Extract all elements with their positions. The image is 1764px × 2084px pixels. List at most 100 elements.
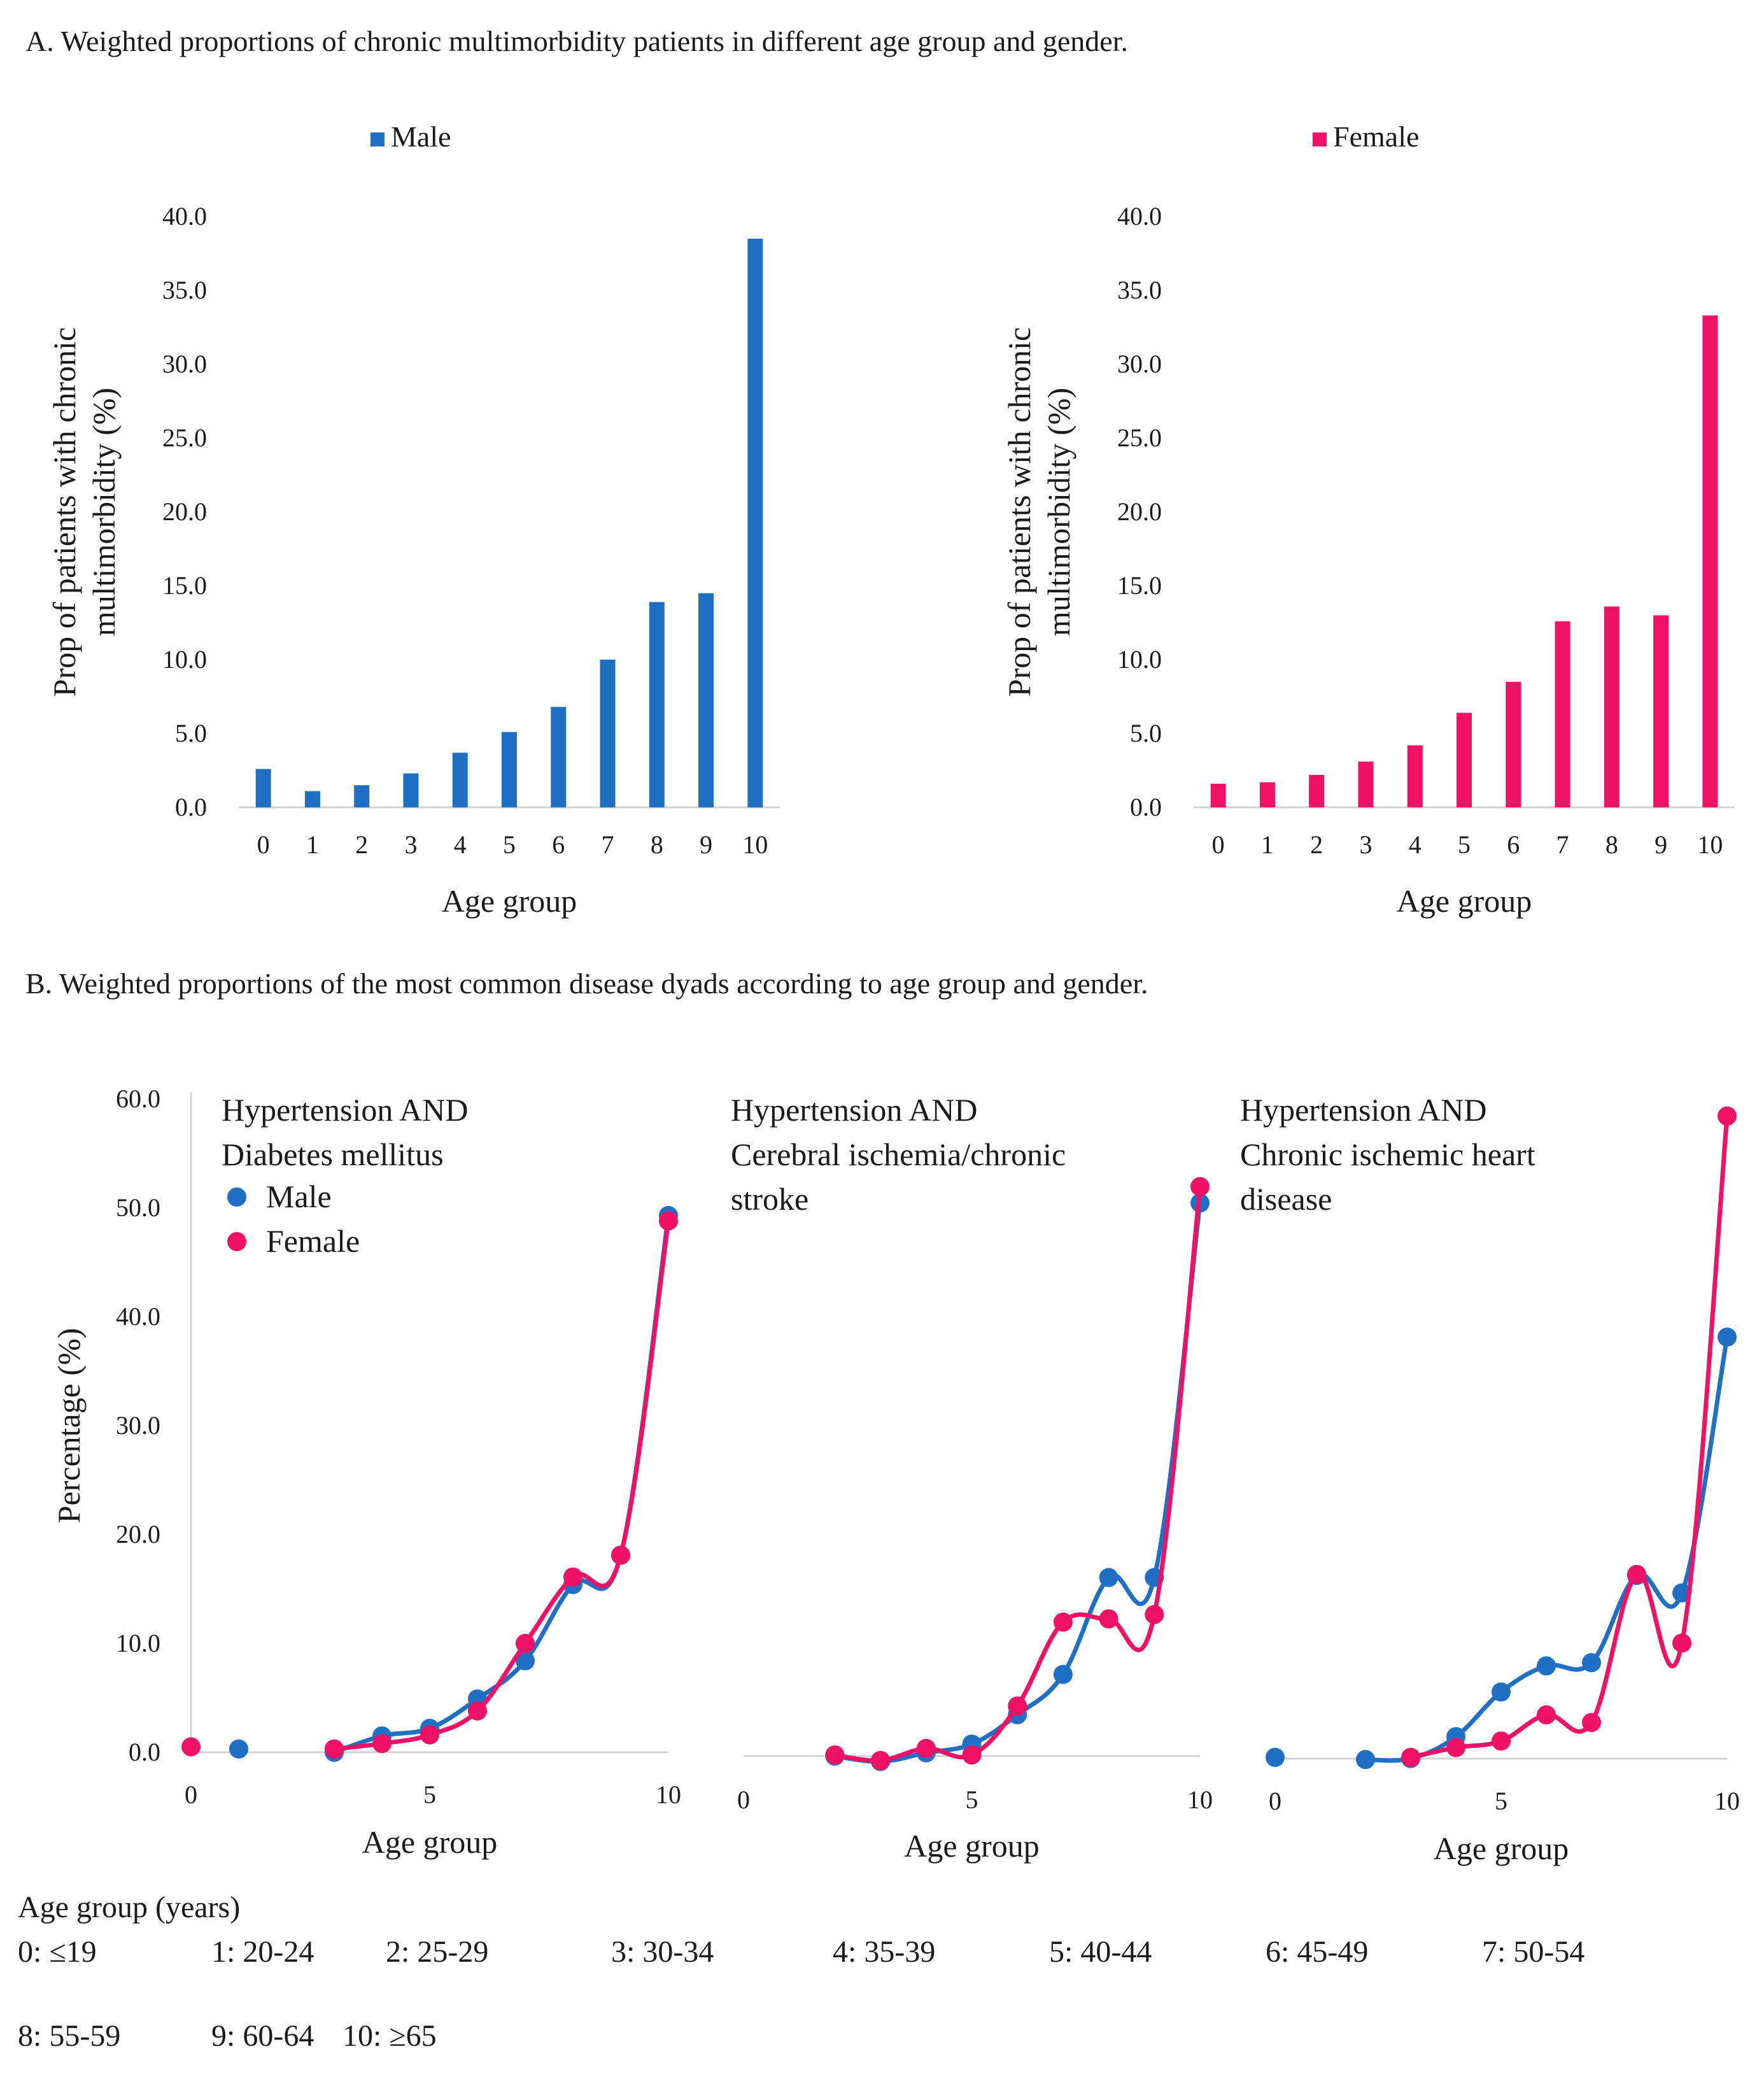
data-point-female bbox=[1401, 1748, 1420, 1767]
y-axis-title: Percentage (%) bbox=[51, 1328, 87, 1524]
legend-swatch bbox=[370, 132, 385, 146]
bar bbox=[1210, 783, 1226, 807]
section-b-title: B. Weighted proportions of the most comm… bbox=[25, 967, 1148, 1000]
series-line-female bbox=[1410, 1116, 1730, 1760]
data-point-female bbox=[1446, 1738, 1465, 1757]
data-point-female bbox=[1672, 1633, 1691, 1653]
x-tick-label: 4 bbox=[454, 830, 467, 859]
data-point-male bbox=[1537, 1656, 1556, 1676]
x-tick-label: 0 bbox=[1212, 830, 1225, 859]
age-group-entry: 9: 60-64 bbox=[211, 2019, 314, 2053]
age-group-entry: 7: 50-54 bbox=[1482, 1935, 1585, 1969]
y-tick-label: 35.0 bbox=[1117, 276, 1162, 304]
series-line-female bbox=[334, 1221, 671, 1752]
data-point-male bbox=[1053, 1664, 1073, 1684]
data-point-female bbox=[372, 1734, 392, 1754]
age-group-entry: 10: ≥65 bbox=[342, 2019, 437, 2053]
bar bbox=[1407, 745, 1423, 807]
y-tick-label: 0.0 bbox=[129, 1738, 160, 1766]
series-line-male bbox=[834, 1202, 1203, 1764]
x-axis-title: Age group bbox=[904, 1828, 1039, 1864]
age-group-entry: 2: 25-29 bbox=[386, 1935, 489, 1969]
y-tick-label: 60.0 bbox=[116, 1084, 160, 1113]
y-tick-label: 5.0 bbox=[175, 719, 207, 748]
y-tick-label: 30.0 bbox=[162, 350, 207, 378]
dyad-title-line: disease bbox=[1240, 1181, 1332, 1217]
y-tick-label: 5.0 bbox=[1130, 719, 1162, 748]
x-tick-label: 1 bbox=[306, 830, 319, 859]
x-tick-label: 2 bbox=[355, 830, 368, 859]
data-point-female bbox=[1627, 1564, 1646, 1584]
data-point-female bbox=[1008, 1696, 1027, 1716]
series-line-male bbox=[333, 1215, 671, 1755]
x-tick-label: 8 bbox=[1605, 830, 1618, 859]
bar bbox=[747, 238, 763, 807]
x-tick-label: 8 bbox=[651, 830, 663, 859]
y-tick-label: 20.0 bbox=[162, 497, 207, 526]
x-tick-label: 10 bbox=[656, 1780, 681, 1809]
x-axis-title: Age group bbox=[442, 883, 577, 919]
data-point-female bbox=[1492, 1731, 1511, 1751]
bar bbox=[698, 593, 714, 807]
bar bbox=[1457, 712, 1472, 807]
age-group-entry: 4: 35-39 bbox=[833, 1935, 936, 1969]
x-tick-label: 0 bbox=[257, 830, 270, 859]
x-tick-label: 5 bbox=[966, 1785, 978, 1814]
age-group-entry: 5: 40-44 bbox=[1049, 1935, 1152, 1969]
bar bbox=[1358, 762, 1374, 807]
legend-label: Female bbox=[1333, 120, 1419, 153]
data-point-female bbox=[1718, 1106, 1737, 1126]
dyad-title-line: Chronic ischemic heart bbox=[1240, 1137, 1535, 1172]
x-tick-label: 0 bbox=[737, 1785, 750, 1814]
legend-marker bbox=[227, 1232, 246, 1251]
series-line-male bbox=[1365, 1336, 1730, 1763]
series-line-female bbox=[834, 1186, 1203, 1763]
y-axis-title: Prop of patients with chronic multimorbid… bbox=[1001, 327, 1076, 697]
data-point-male bbox=[1266, 1748, 1285, 1767]
bar bbox=[1506, 681, 1521, 807]
legend-label: Male bbox=[391, 120, 451, 153]
y-tick-label: 50.0 bbox=[116, 1193, 160, 1222]
bar bbox=[502, 732, 517, 807]
legend-label: Female bbox=[266, 1223, 360, 1259]
x-tick-label: 9 bbox=[700, 830, 712, 859]
x-tick-label: 7 bbox=[602, 830, 614, 859]
x-tick-label: 5 bbox=[1495, 1787, 1507, 1815]
x-tick-label: 2 bbox=[1310, 830, 1323, 859]
y-tick-label: 20.0 bbox=[116, 1520, 160, 1549]
x-tick-label: 0 bbox=[185, 1780, 197, 1809]
legend-label: Male bbox=[266, 1179, 332, 1214]
y-tick-label: 40.0 bbox=[1117, 202, 1162, 230]
x-axis-title: Age group bbox=[362, 1824, 497, 1860]
data-point-male bbox=[1492, 1682, 1511, 1702]
data-point-female bbox=[1145, 1605, 1164, 1624]
age-group-heading: Age group (years) bbox=[18, 1890, 241, 1924]
x-axis-title: Age group bbox=[1434, 1831, 1569, 1866]
data-point-female bbox=[825, 1745, 845, 1765]
dyad-title-line: Diabetes mellitus bbox=[222, 1137, 444, 1172]
y-tick-label: 25.0 bbox=[1117, 423, 1162, 452]
y-tick-label: 20.0 bbox=[1117, 497, 1162, 526]
x-tick-label: 5 bbox=[423, 1780, 436, 1809]
bar bbox=[1604, 606, 1619, 807]
y-axis-title-line: multimorbidity (%) bbox=[86, 388, 122, 636]
data-point-female bbox=[1537, 1705, 1556, 1725]
y-axis-title: Prop of patients with chronic multimorbid… bbox=[46, 327, 122, 697]
y-tick-label: 30.0 bbox=[1117, 350, 1162, 378]
x-tick-label: 5 bbox=[1458, 830, 1471, 859]
age-group-entry: 0: ≤19 bbox=[18, 1935, 97, 1969]
data-point-female bbox=[468, 1701, 487, 1721]
bar bbox=[1555, 621, 1570, 807]
data-point-female bbox=[516, 1634, 535, 1653]
x-tick-label: 9 bbox=[1655, 830, 1667, 859]
y-tick-label: 30.0 bbox=[116, 1411, 160, 1440]
data-point-female bbox=[962, 1745, 982, 1765]
y-tick-label: 15.0 bbox=[1117, 571, 1162, 600]
x-tick-label: 6 bbox=[552, 830, 565, 859]
y-axis-title-text: Percentage (%) bbox=[51, 1328, 87, 1524]
y-tick-label: 0.0 bbox=[1130, 793, 1162, 821]
y-axis-title-line: Prop of patients with chronic bbox=[1001, 327, 1037, 697]
section-a-title: A. Weighted proportions of chronic multi… bbox=[25, 25, 1128, 57]
data-point-male bbox=[1356, 1750, 1375, 1769]
